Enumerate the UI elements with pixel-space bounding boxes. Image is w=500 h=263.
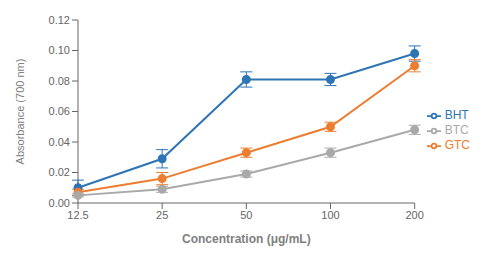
svg-text:Concentration (μg/mL): Concentration (μg/mL) <box>182 232 311 246</box>
html-text:BHT: BHT <box>444 108 469 123</box>
svg-text:0.06: 0.06 <box>49 105 70 117</box>
html-text:BTC: BTC <box>444 123 469 138</box>
svg-text:0.02: 0.02 <box>49 166 70 178</box>
svg-text:0.04: 0.04 <box>49 136 70 148</box>
svg-text:12.5: 12.5 <box>67 209 88 221</box>
svg-text:200: 200 <box>405 209 423 221</box>
svg-text:0.08: 0.08 <box>49 75 70 87</box>
svg-text:0.10: 0.10 <box>49 44 70 56</box>
html-text:GTC: GTC <box>444 137 470 152</box>
svg-text:0.00: 0.00 <box>49 197 70 209</box>
svg-text:50: 50 <box>240 209 252 221</box>
svg-text:25: 25 <box>156 209 168 221</box>
svg-text:100: 100 <box>321 209 339 221</box>
svg-text:Absorbance (700 nm): Absorbance (700 nm) <box>14 59 26 165</box>
svg-text:0.12: 0.12 <box>49 14 70 26</box>
